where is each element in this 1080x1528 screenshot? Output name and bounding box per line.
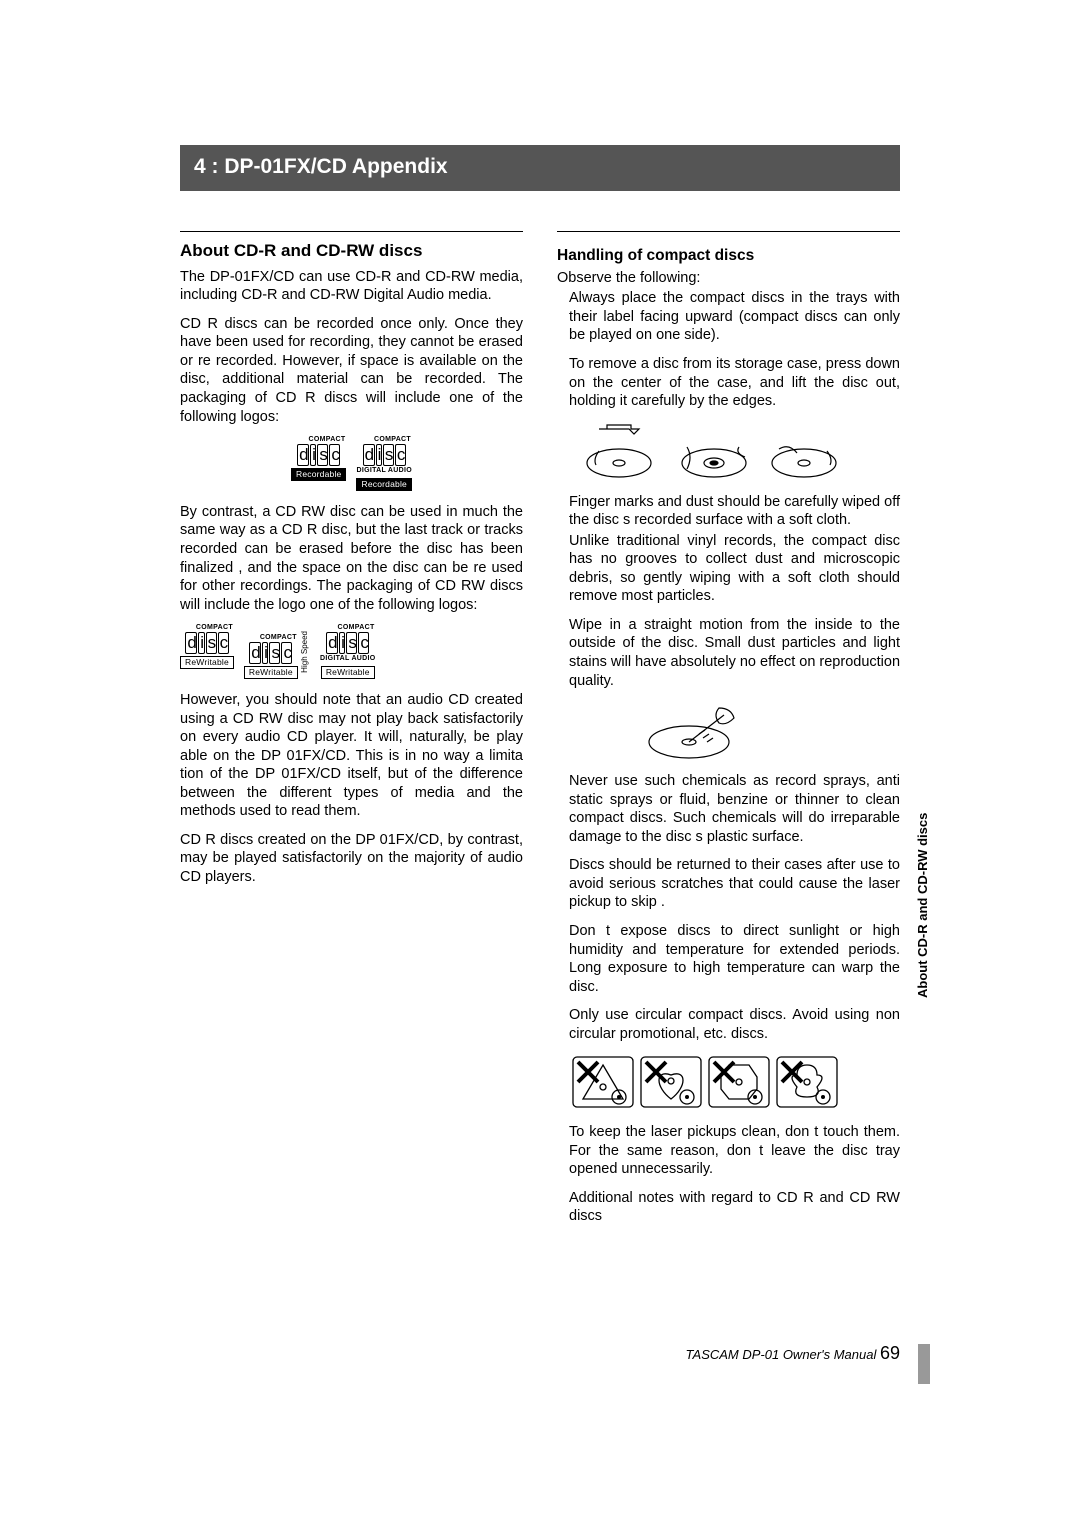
disc-edge-hold-diagram	[579, 421, 900, 481]
section-heading-cdr: About CD-R and CD-RW discs	[180, 231, 523, 262]
disc-recordable-digital-logo: COMPACT disc DIGITAL AUDIO Recordable	[356, 436, 412, 491]
body-text: CD R discs can be recorded once only. On…	[180, 315, 523, 426]
disc-wipe-diagram	[639, 700, 900, 760]
bullet-text: To remove a disc from its storage case, …	[569, 355, 900, 411]
cdr-logos-row: COMPACT disc Recordable COMPACT disc DIG…	[180, 436, 523, 491]
right-column: Handling of compact discs Observe the fo…	[557, 231, 900, 1236]
bullet-text: Never use such chemicals as record spray…	[569, 772, 900, 846]
bullet-text: Don t expose discs to direct sunlight or…	[569, 922, 900, 996]
side-tab-label: About CD-R and CD-RW discs	[915, 785, 930, 1025]
bullet-text: Finger marks and dust should be carefull…	[569, 493, 900, 530]
manual-page: 4 : DP-01FX/CD Appendix About CD-R and C…	[180, 145, 900, 1236]
bullet-text: Only use circular compact discs. Avoid u…	[569, 1006, 900, 1043]
bullet-text: Discs should be returned to their cases …	[569, 856, 900, 912]
col-rule	[557, 231, 900, 240]
body-text: Observe the following:	[557, 269, 900, 288]
two-column-layout: About CD-R and CD-RW discs The DP-01FX/C…	[180, 231, 900, 1236]
bullet-block: Always place the compact discs in the tr…	[557, 289, 900, 1226]
subsection-heading-handling: Handling of compact discs	[557, 246, 900, 266]
disc-rewritable-hispeed-logo: COMPACT disc ReWritable	[244, 634, 298, 679]
margin-tab-bar	[918, 1344, 930, 1384]
bullet-text: Always place the compact discs in the tr…	[569, 289, 900, 345]
disc-recordable-logo: COMPACT disc Recordable	[291, 436, 346, 491]
left-column: About CD-R and CD-RW discs The DP-01FX/C…	[180, 231, 523, 1236]
page-number: 69	[880, 1343, 900, 1363]
body-text: The DP-01FX/CD can use CD-R and CD-RW me…	[180, 268, 523, 305]
non-circular-discs-diagram	[569, 1053, 900, 1111]
cdrw-logos-row: COMPACT disc ReWritable COMPACT disc ReW…	[180, 624, 523, 679]
bullet-text: To keep the laser pickups clean, don t t…	[569, 1123, 900, 1179]
bullet-text: Wipe in a straight motion from the insid…	[569, 616, 900, 690]
footer-manual-title: TASCAM DP-01 Owner's Manual	[686, 1347, 880, 1362]
body-text: CD R discs created on the DP 01FX/CD, by…	[180, 831, 523, 887]
chapter-title-bar: 4 : DP-01FX/CD Appendix	[180, 145, 900, 191]
bullet-text: Unlike traditional vinyl records, the co…	[569, 532, 900, 606]
disc-rewritable-digital-logo: COMPACT disc DIGITAL AUDIO ReWritable	[320, 624, 376, 679]
body-text: By contrast, a CD RW disc can be used in…	[180, 503, 523, 614]
high-speed-label: High Speed	[300, 631, 310, 673]
body-text: However, you should note that an audio C…	[180, 691, 523, 821]
disc-rewritable-logo: COMPACT disc ReWritable	[180, 624, 234, 679]
bullet-text: Additional notes with regard to CD R and…	[569, 1189, 900, 1226]
page-footer: TASCAM DP-01 Owner's Manual 69	[686, 1343, 900, 1364]
